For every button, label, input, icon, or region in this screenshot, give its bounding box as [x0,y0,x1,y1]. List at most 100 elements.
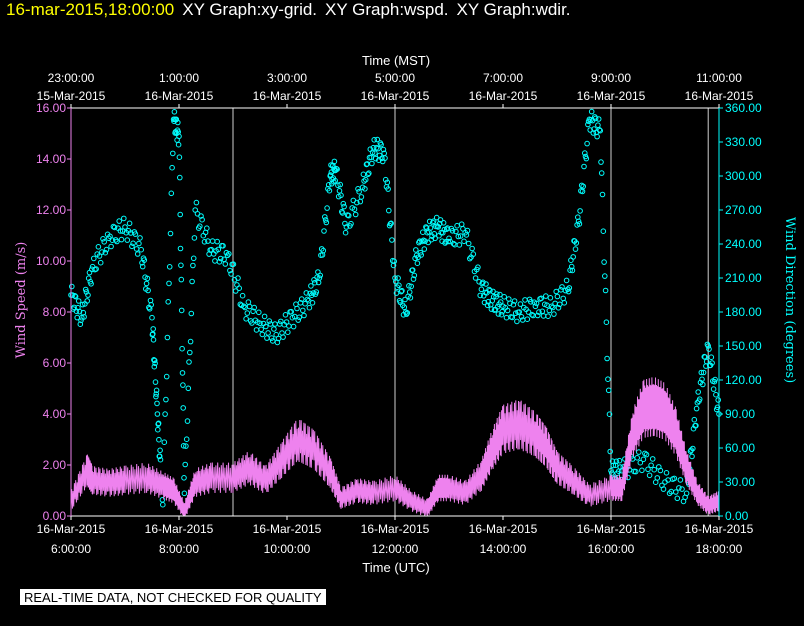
wdir-point [550,304,556,311]
wdir-point [534,312,541,319]
wdir-point [308,283,314,289]
wdir-point [162,411,168,417]
wdir-point [122,224,128,230]
wdir-point [525,309,532,315]
wdir-point [524,316,531,323]
wdir-point [465,240,472,247]
wdir-point [187,349,193,356]
wdir-point [602,273,608,279]
wdir-point [230,261,237,268]
wdir-point [498,311,505,318]
right-tick-label: 90.00 [725,407,755,421]
wdir-point [528,299,534,305]
wdir-point [138,246,144,253]
left-tick-label: 16.00 [36,101,66,115]
wdir-point [358,194,365,200]
wdir-point [547,295,554,301]
wdir-point [141,257,148,263]
wdir-point [235,275,241,281]
wdir-point [126,220,133,227]
wdir-point [570,254,577,260]
wdir-point [180,443,187,449]
wdir-point [269,338,276,344]
bottom-tick-time: 10:00:00 [264,542,311,556]
wdir-point [372,155,379,162]
wdir-point [660,486,667,492]
wdir-point [69,283,75,290]
wdir-point [245,299,252,305]
wdir-point [215,246,222,253]
wdir-point [91,255,97,262]
wdir-point [538,295,545,302]
wdir-point [402,296,408,303]
wdir-point [477,292,484,299]
wdir-point [421,246,428,252]
wdir-point [79,301,86,308]
wdir-point [180,382,186,388]
wdir-point [453,228,459,235]
wdir-point [69,292,76,298]
wdir-point [183,443,189,449]
wdir-point [343,224,350,230]
wdir-point [150,326,156,332]
wdir-point [583,155,590,162]
wdir-point [116,218,122,224]
wdir-point [170,150,176,157]
bottom-axis-ticks: 16-Mar-2015 6:00:00 16-Mar-2015 8:00:00 16-M… [37,516,754,556]
wdir-point [501,294,508,300]
wdir-point [406,283,412,289]
wdir-point [699,376,705,383]
wdir-point [514,318,520,325]
wdir-point [533,300,540,307]
wdir-point [216,259,223,265]
wdir-point [432,235,438,242]
right-axis-label: Wind Direction (degrees) [782,217,797,383]
wdir-point [150,337,157,343]
wdir-point [300,307,306,314]
wdir-point [503,314,510,321]
wdir-point [354,199,360,206]
left-tick-label: 4.00 [43,407,67,421]
wdir-point [320,247,327,254]
wdir-point [100,236,106,242]
wdir-point [639,467,645,474]
wdir-point [250,308,256,315]
wdir-point [167,230,174,237]
wdir-point [95,244,102,250]
wdir-point [401,304,408,311]
wdir-point [425,239,432,246]
wdir-point [522,297,528,303]
wdir-point [595,116,602,122]
wdir-point [165,299,171,305]
wdir-point [552,300,558,307]
wdir-point [341,203,347,210]
wdir-point [360,171,367,178]
wdir-point [82,286,89,293]
wdir-point [286,323,292,329]
graph-header: 16-mar-2015,18:00:00 XY Graph:xy-grid. XY … [6,0,571,20]
wdir-point [93,266,99,272]
bottom-tick-time: 6:00:00 [51,542,91,556]
wdir-point [111,224,118,231]
wdir-point [580,183,587,190]
wdir-point [154,400,160,407]
wdir-point [584,140,590,147]
bottom-tick-time: 16:00:00 [588,542,635,556]
wdir-point [101,239,107,245]
bottom-axis-label: Time (UTC) [362,560,429,575]
wdir-point [700,369,707,376]
wdir-point [497,299,504,305]
wdir-point [560,295,567,302]
wdir-point [325,182,332,188]
wdir-point [171,109,178,115]
wdir-point [602,287,609,294]
wdir-point [413,247,419,253]
wdir-point [379,155,385,162]
wdir-point [559,284,565,290]
wdir-point [576,221,583,227]
right-tick-label: 300.00 [725,169,762,183]
wdir-point [690,445,696,452]
wdir-point [671,475,678,482]
wdir-point [651,466,658,473]
wdir-point [563,277,570,284]
